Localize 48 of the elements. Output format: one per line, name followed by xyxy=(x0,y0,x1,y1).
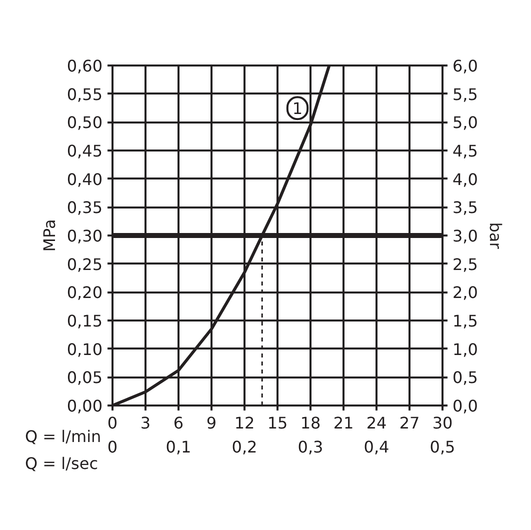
x2-tick-label: 0,4 xyxy=(364,438,390,456)
x-tick-label: 3 xyxy=(140,414,151,432)
y-tick-label: 0,30 xyxy=(66,226,102,246)
y-tick-label: 0,10 xyxy=(66,340,102,359)
x2-tick-label: 0,1 xyxy=(166,438,192,456)
y2-tick-label: 4,0 xyxy=(452,170,478,189)
y2-tick-label: 1,0 xyxy=(452,340,478,359)
x-tick-label: 18 xyxy=(300,414,321,432)
y-tick-label: 0,55 xyxy=(66,84,102,104)
x2-tick-label: 0,3 xyxy=(298,438,324,456)
y2-tick-label: 2,0 xyxy=(452,283,478,302)
x2-tick-label: 0 xyxy=(107,438,118,456)
x-tick-label: 24 xyxy=(366,414,387,432)
y2-tick-label: 5,5 xyxy=(452,84,478,104)
x-tick-label: 9 xyxy=(206,414,217,432)
y2-tick-label: 4,5 xyxy=(452,142,478,160)
x-tick-label: 12 xyxy=(234,414,255,432)
y-tick-label: 0,40 xyxy=(66,170,102,189)
x-tick-label: 6 xyxy=(173,414,184,432)
y2-tick-label: 2,5 xyxy=(452,254,478,274)
y-tick-label: 0,05 xyxy=(66,368,102,388)
y-tick-label: 0,45 xyxy=(66,142,102,160)
y2-tick-label: 3,0 xyxy=(452,226,478,246)
y-axis-title: MPa xyxy=(40,219,59,252)
y-tick-label: 0,15 xyxy=(66,312,102,330)
annotation: 1 xyxy=(292,99,303,118)
x-tick-label: 15 xyxy=(267,414,288,432)
x2-tick-label: 0,2 xyxy=(232,438,258,456)
y2-tick-label: 6,0 xyxy=(452,56,478,76)
y2-axis-title: bar xyxy=(486,222,505,250)
x-tick-label: 27 xyxy=(399,414,420,432)
y-tick-label: 0,60 xyxy=(66,56,102,76)
x2-axis-title: Q = l/sec xyxy=(25,454,98,473)
y-tick-label: 0,00 xyxy=(66,396,102,416)
y2-tick-label: 0,0 xyxy=(452,396,478,416)
y-tick-label: 0,20 xyxy=(66,283,102,302)
x2-tick-label: 0,5 xyxy=(430,438,456,456)
y-tick-label: 0,25 xyxy=(66,254,102,274)
x-axis-title: Q = l/min xyxy=(25,427,102,446)
y2-tick-label: 5,0 xyxy=(452,113,478,132)
y-tick-label: 0,50 xyxy=(66,113,102,132)
x-tick-label: 0 xyxy=(107,414,118,432)
x-tick-label: 30 xyxy=(432,414,453,432)
y2-tick-label: 0,5 xyxy=(452,368,478,388)
y2-tick-label: 3,5 xyxy=(452,198,478,218)
x-tick-label: 21 xyxy=(333,414,354,432)
y2-tick-label: 1,5 xyxy=(452,312,478,330)
y-tick-label: 0,35 xyxy=(66,198,102,218)
